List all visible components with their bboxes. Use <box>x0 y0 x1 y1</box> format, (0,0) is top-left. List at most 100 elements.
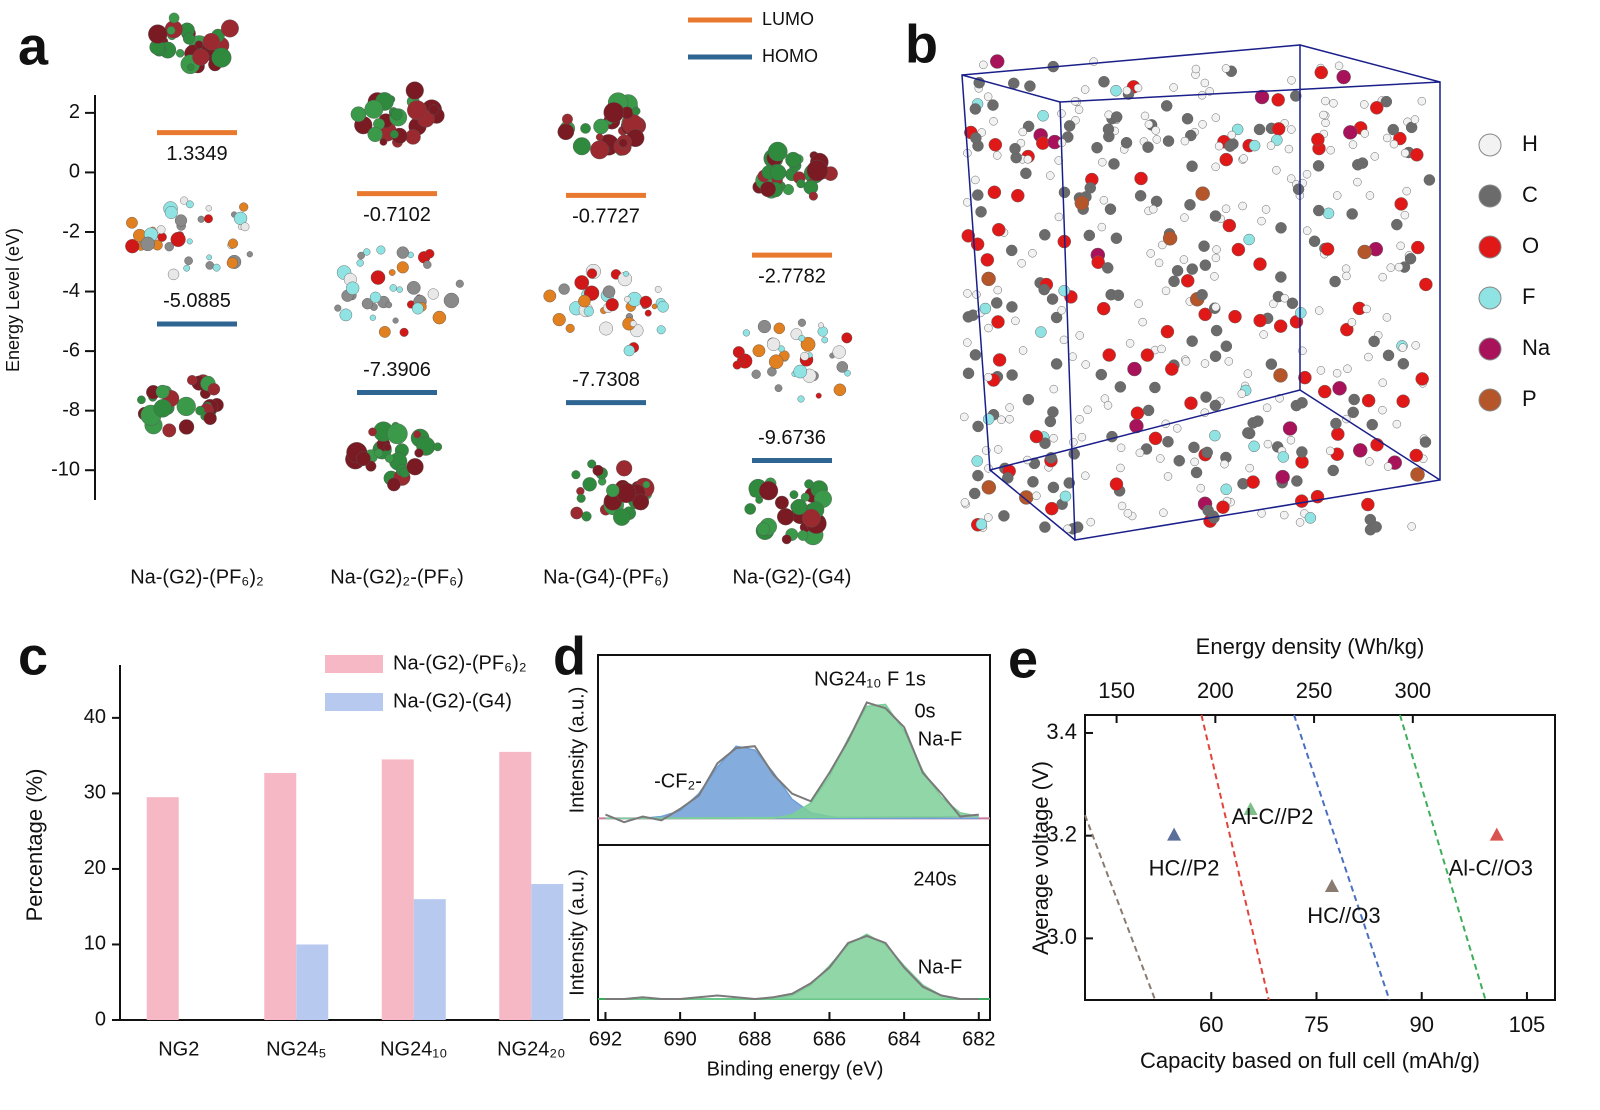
atom <box>1380 95 1393 108</box>
atom <box>1352 443 1368 458</box>
molecule-atom <box>797 318 806 327</box>
atom <box>1110 232 1123 245</box>
y-tick-label: -6 <box>62 339 80 361</box>
molecule-atom <box>800 336 816 352</box>
molecule-atom <box>656 325 666 335</box>
molecule-atom <box>804 479 814 489</box>
molecule-atom <box>424 249 435 259</box>
legend-swatch <box>1478 388 1502 412</box>
atom <box>1017 259 1026 268</box>
atom <box>1348 393 1360 406</box>
molecule-atom <box>832 345 846 359</box>
x-tick-label: NG2 <box>158 1038 199 1060</box>
atom <box>1169 83 1178 92</box>
molecule-atom <box>773 322 786 335</box>
atom <box>1265 358 1278 370</box>
molecule-atom <box>767 141 788 162</box>
molecule-atom <box>756 522 771 536</box>
atom <box>1252 415 1264 427</box>
atom <box>1095 368 1108 381</box>
atom <box>1039 437 1051 450</box>
atom <box>1057 306 1066 315</box>
atom <box>1370 521 1382 533</box>
molecule-atom <box>433 442 443 452</box>
box-edge <box>1299 389 1441 481</box>
panel-letter: d <box>553 626 586 686</box>
atom <box>1209 350 1222 363</box>
atom <box>1224 140 1236 152</box>
atom <box>1253 123 1266 136</box>
molecule-atom <box>178 419 195 435</box>
atom <box>1190 457 1199 467</box>
legend-label: P <box>1522 386 1537 411</box>
molecule-atom <box>815 392 822 399</box>
atom <box>1271 93 1285 107</box>
atom <box>1273 368 1288 383</box>
atom <box>1027 476 1039 488</box>
atom <box>1400 148 1410 158</box>
atom <box>981 480 997 495</box>
atom <box>972 189 984 201</box>
atom <box>1108 158 1120 170</box>
atom <box>1266 141 1276 150</box>
value-label: -7.7308 <box>572 369 640 391</box>
molecule-atom <box>781 534 792 545</box>
atom <box>988 138 1003 152</box>
atom <box>1313 204 1325 217</box>
atom <box>1165 362 1179 376</box>
atom <box>1144 120 1154 129</box>
atom <box>1327 464 1339 477</box>
atom <box>1158 240 1167 250</box>
molecule-atom <box>406 458 424 476</box>
molecule-atom <box>797 530 809 541</box>
molecule-atom <box>197 215 205 223</box>
atom <box>983 372 993 382</box>
atom <box>982 413 995 425</box>
atom <box>979 302 992 315</box>
atom <box>989 117 998 126</box>
molecule-atom <box>345 281 360 295</box>
category-label: Na-(G2)₂-(PF₆) <box>330 566 464 588</box>
atom <box>1322 207 1335 220</box>
molecule-atom <box>164 242 174 252</box>
molecule-atom <box>396 246 409 259</box>
molecule-atom <box>791 498 808 516</box>
legend-swatch <box>1478 337 1502 361</box>
atom <box>1383 462 1393 471</box>
atom <box>1148 204 1158 214</box>
molecule-atom <box>148 24 168 44</box>
atom <box>1032 491 1041 501</box>
atom <box>1023 155 1033 164</box>
x-tick-label: NG24₁₀ <box>380 1038 447 1060</box>
atom <box>962 198 972 207</box>
legend-swatch <box>325 693 383 711</box>
molecule-atom <box>613 508 631 526</box>
atom <box>1037 110 1049 122</box>
atom <box>1057 109 1066 118</box>
atom <box>1410 467 1425 482</box>
atom <box>1047 481 1060 494</box>
atom <box>1086 517 1096 527</box>
x-tick-label: 60 <box>1199 1012 1223 1037</box>
atom <box>1059 490 1072 503</box>
molecule-atom <box>226 257 239 269</box>
atom <box>992 151 1002 160</box>
molecule-atom <box>175 49 185 58</box>
atom <box>1018 346 1028 355</box>
molecule-atom <box>428 104 440 116</box>
atom <box>1179 255 1189 264</box>
molecule-atom <box>396 261 409 274</box>
atom <box>1135 448 1145 458</box>
atom <box>1140 111 1150 121</box>
atom <box>1006 301 1018 313</box>
atom <box>1382 349 1395 362</box>
atom <box>1186 160 1198 172</box>
atom <box>1005 414 1014 424</box>
atom <box>1058 284 1070 297</box>
panel-letter: e <box>1008 629 1038 689</box>
molecule-atom <box>389 284 397 292</box>
atom <box>1184 199 1196 211</box>
atom <box>1362 304 1371 314</box>
atom <box>1295 518 1305 527</box>
atom <box>1180 136 1190 146</box>
